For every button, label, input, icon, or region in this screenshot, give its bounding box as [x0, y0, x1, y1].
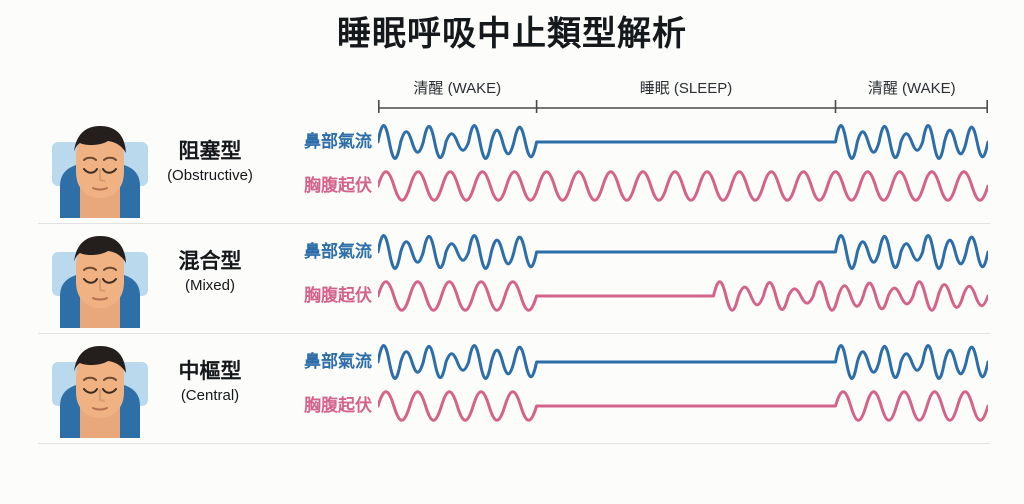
apnea-type-zh: 阻塞型 — [178, 140, 242, 163]
apnea-type-label: 中樞型 (Central) — [150, 358, 270, 407]
row-divider — [38, 223, 990, 224]
avatar-sleeping-person — [52, 126, 148, 218]
avatar — [46, 232, 154, 328]
signal-label-effort: 胸腹起伏 — [304, 396, 372, 415]
waveform-holder-airflow — [376, 335, 990, 394]
phase-label-group: 清醒 (WAKE) 睡眠 (SLEEP) 清醒 (WAKE) — [378, 78, 988, 102]
waveform-holder-airflow — [376, 225, 990, 284]
avatar-sleeping-person — [52, 346, 148, 438]
signal-label-effort: 胸腹起伏 — [304, 286, 372, 305]
phase-label-2: 睡眠 (SLEEP) — [639, 80, 733, 97]
phase-label-1: 清醒 (WAKE) — [413, 80, 502, 97]
page-title: 睡眠呼吸中止類型解析 — [337, 15, 687, 53]
signal-label-airflow: 鼻部氣流 — [304, 242, 372, 261]
waveform-airflow — [376, 124, 990, 160]
waveform-effort — [376, 390, 990, 422]
signal-label-airflow: 鼻部氣流 — [304, 132, 372, 151]
apnea-row-1: 阻塞型 (Obstructive) 鼻部氣流胸腹起伏 — [0, 120, 1024, 230]
signal-label-effort: 胸腹起伏 — [304, 176, 372, 195]
waveform-holder-effort — [376, 382, 990, 435]
row-divider — [38, 443, 990, 444]
phase-label-3: 清醒 (WAKE) — [867, 80, 956, 97]
apnea-type-en: (Mixed) — [184, 277, 235, 294]
apnea-type-label: 阻塞型 (Obstructive) — [150, 138, 270, 187]
apnea-row-2: 混合型 (Mixed) 鼻部氣流胸腹起伏 — [0, 230, 1024, 340]
avatar — [46, 342, 154, 438]
apnea-row-3: 中樞型 (Central) 鼻部氣流胸腹起伏 — [0, 340, 1024, 450]
apnea-type-en: (Central) — [180, 387, 240, 404]
waveform-airflow — [376, 344, 990, 380]
phase-axis-line — [378, 100, 988, 113]
apnea-type-zh: 中樞型 — [178, 360, 242, 383]
waveform-effort — [376, 170, 990, 202]
row-divider — [38, 333, 990, 334]
signal-label-airflow: 鼻部氣流 — [304, 352, 372, 371]
waveform-effort — [376, 280, 990, 312]
waveform-airflow — [376, 234, 990, 270]
avatar-sleeping-person — [52, 236, 148, 328]
waveform-holder-airflow — [376, 115, 990, 174]
waveform-holder-effort — [376, 272, 990, 325]
apnea-type-zh: 混合型 — [178, 250, 242, 273]
apnea-type-label: 混合型 (Mixed) — [150, 248, 270, 297]
apnea-type-en: (Obstructive) — [167, 167, 253, 184]
avatar — [46, 122, 154, 218]
waveform-holder-effort — [376, 162, 990, 215]
phase-axis: 清醒 (WAKE) 睡眠 (SLEEP) 清醒 (WAKE) — [378, 78, 988, 116]
